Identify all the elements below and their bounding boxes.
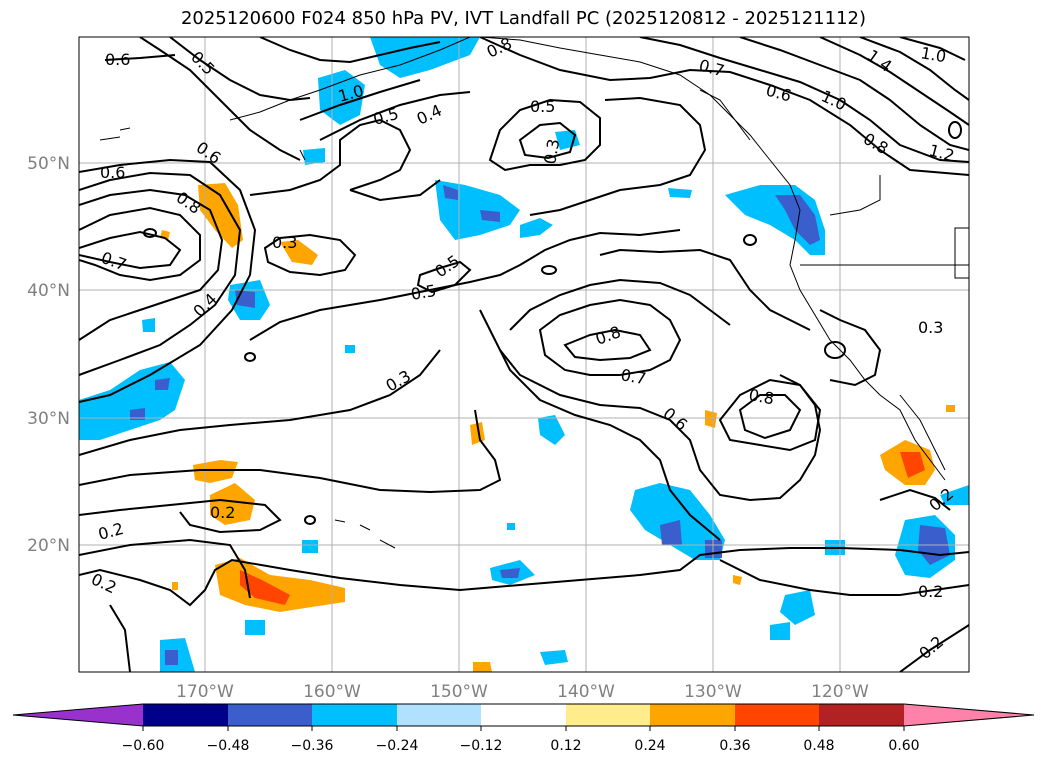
contour-label: 0.7	[619, 365, 647, 388]
colorbar-tick-label: 0.24	[634, 738, 665, 754]
lat-label: 50°N	[27, 154, 70, 174]
colorbar-segment	[566, 704, 650, 726]
contour-label: 0.3	[272, 233, 297, 252]
colorbar-tick-label: −0.48	[207, 738, 250, 754]
contour-label: 0.3	[918, 318, 943, 337]
colorbar-tick-label: 0.12	[550, 738, 581, 754]
contour-label: 0.6	[100, 163, 125, 182]
colorbar-ticks	[142, 726, 905, 731]
colorbar-tick-label: −0.36	[291, 738, 334, 754]
contour-label: 1.0	[919, 43, 947, 66]
negative-pv-shading	[79, 37, 969, 672]
colorbar-segment	[819, 704, 904, 726]
map-border	[78, 36, 970, 673]
contour-label: 0.5	[409, 281, 437, 304]
colorbar-segment	[650, 704, 735, 726]
colorbar-segment	[312, 704, 397, 726]
lat-label: 40°N	[27, 281, 70, 301]
contour-label: 0.2	[918, 582, 943, 601]
colorbar-tick-label: −0.12	[460, 738, 503, 754]
pv-contours	[79, 37, 969, 672]
colorbar-segment	[228, 704, 312, 726]
colorbar-tick-label: −0.24	[376, 738, 419, 754]
coastlines	[99, 37, 969, 549]
lat-label: 30°N	[27, 409, 70, 429]
colorbar-tick-label: 0.48	[803, 738, 834, 754]
small-contour-loops	[143, 121, 962, 525]
lat-label: 20°N	[27, 536, 70, 556]
colorbar-tick-label: 0.36	[719, 738, 750, 754]
positive-pv-shading	[160, 183, 955, 672]
lon-label: 120°W	[811, 682, 869, 702]
colorbar-extend-max	[904, 704, 1034, 726]
latitude-labels: 50°N 40°N 30°N 20°N	[27, 154, 70, 556]
lon-label: 150°W	[430, 682, 488, 702]
contour-label: 0.3	[540, 137, 563, 165]
colorbar: −0.60 −0.48 −0.36 −0.24 −0.12 0.12 0.24 …	[12, 703, 1035, 754]
lon-label: 130°W	[684, 682, 742, 702]
lon-label: 140°W	[557, 682, 615, 702]
lon-label: 170°W	[176, 682, 234, 702]
map-title: 2025120600 F024 850 hPa PV, IVT Landfall…	[180, 8, 867, 29]
colorbar-tick-label: 0.60	[888, 738, 919, 754]
colorbar-tick-label: −0.60	[122, 738, 165, 754]
lon-label: 160°W	[303, 682, 361, 702]
longitude-labels: 170°W 160°W 150°W 140°W 130°W 120°W	[176, 682, 869, 702]
contour-label: 0.6	[105, 50, 130, 69]
colorbar-extend-min	[13, 704, 143, 726]
contour-label: 0.8	[747, 385, 775, 408]
colorbar-segment	[143, 704, 228, 726]
contour-label: 0.5	[530, 97, 555, 116]
contour-label: 0.2	[210, 503, 235, 522]
colorbar-segment	[397, 704, 481, 726]
colorbar-segment	[481, 704, 566, 726]
colorbar-segment	[735, 704, 819, 726]
